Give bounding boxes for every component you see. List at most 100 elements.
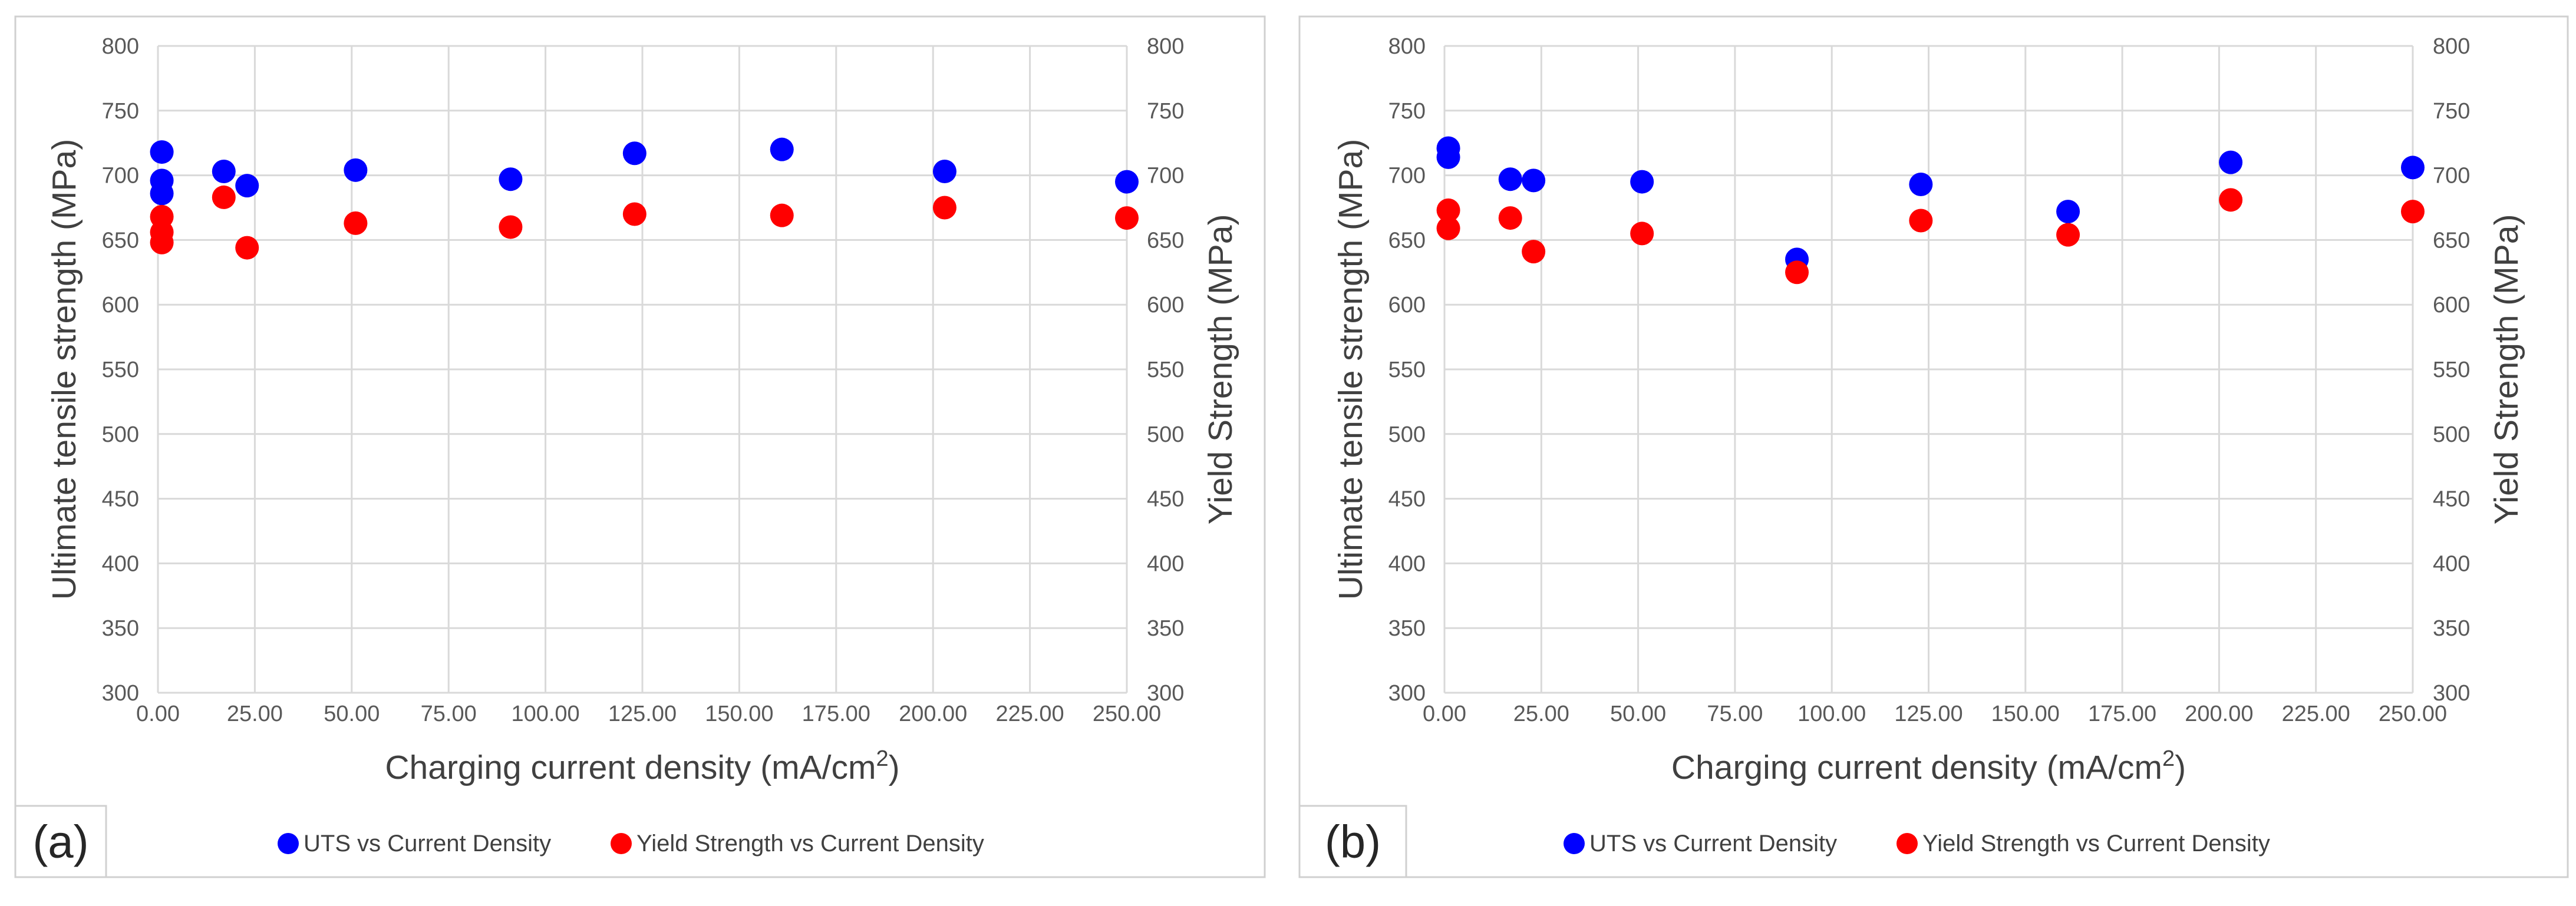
yield-strength-data-point bbox=[622, 202, 647, 226]
uts-data-point bbox=[1436, 145, 1460, 169]
x-tick-label: 250.00 bbox=[1093, 702, 1161, 726]
y-tick-label: 800 bbox=[102, 34, 139, 59]
y2-tick-label: 750 bbox=[1147, 99, 1184, 124]
y-tick-label: 500 bbox=[102, 422, 139, 447]
legend-label: Yield Strength vs Current Density bbox=[636, 831, 984, 857]
x-tick-label: 75.00 bbox=[421, 702, 477, 726]
uts-data-point bbox=[932, 160, 956, 184]
yield-strength-data-point bbox=[1436, 198, 1460, 222]
y2-tick-label: 450 bbox=[1147, 487, 1184, 512]
y2-tick-label: 550 bbox=[2433, 358, 2470, 382]
uts-data-point bbox=[212, 160, 236, 184]
y2-tick-label: 300 bbox=[2433, 681, 2470, 706]
x-tick-label: 225.00 bbox=[995, 702, 1064, 726]
legend-label: UTS vs Current Density bbox=[1589, 831, 1837, 857]
uts-data-point bbox=[344, 158, 368, 182]
series-yield-strength bbox=[1436, 188, 2425, 285]
y-tick-label: 300 bbox=[102, 681, 139, 706]
y-tick-label: 500 bbox=[1388, 422, 1426, 447]
yield-strength-data-point bbox=[150, 230, 174, 254]
x-tick-label: 200.00 bbox=[2185, 702, 2253, 726]
uts-data-point bbox=[770, 137, 794, 161]
yield-strength-data-point bbox=[1436, 216, 1460, 240]
x-tick-label: 200.00 bbox=[899, 702, 967, 726]
y2-tick-label: 650 bbox=[1147, 228, 1184, 253]
chart-frame bbox=[1298, 15, 2569, 878]
x-tick-label: 0.00 bbox=[136, 702, 180, 726]
legend-marker bbox=[278, 833, 299, 854]
legend-marker bbox=[1896, 833, 1918, 854]
uts-data-point bbox=[622, 141, 647, 166]
series-uts bbox=[150, 137, 1139, 206]
y2-axis-title: Yield Strength (MPa) bbox=[2488, 214, 2525, 525]
panel-label-box bbox=[14, 805, 107, 878]
y2-tick-label: 750 bbox=[2433, 99, 2470, 124]
y2-tick-label: 450 bbox=[2433, 487, 2470, 512]
yield-strength-data-point bbox=[1498, 206, 1522, 230]
yield-strength-data-point bbox=[1785, 260, 1809, 285]
uts-data-point bbox=[499, 167, 523, 191]
uts-data-point bbox=[2401, 156, 2425, 180]
uts-data-point bbox=[1630, 170, 1654, 194]
x-tick-label: 100.00 bbox=[511, 702, 579, 726]
x-tick-label: 25.00 bbox=[227, 702, 283, 726]
y2-tick-label: 500 bbox=[1147, 422, 1184, 447]
yield-strength-data-point bbox=[2401, 200, 2425, 224]
series-uts bbox=[1436, 136, 2425, 272]
y-axis-title: Ultimate tensile strength (MPa) bbox=[1332, 139, 1370, 600]
uts-data-point bbox=[1909, 172, 1933, 196]
y2-tick-label: 600 bbox=[1147, 293, 1184, 318]
y-tick-label: 800 bbox=[1388, 34, 1426, 59]
yield-strength-data-point bbox=[932, 196, 956, 220]
panel-label: (a) bbox=[32, 816, 88, 868]
y-tick-label: 450 bbox=[102, 487, 139, 512]
y2-tick-label: 700 bbox=[2433, 164, 2470, 189]
uts-data-point bbox=[1522, 168, 1546, 193]
yield-strength-data-point bbox=[2219, 188, 2243, 212]
yield-strength-data-point bbox=[1909, 209, 1933, 233]
y-tick-label: 650 bbox=[1388, 228, 1426, 253]
y2-axis-title: Yield Strength (MPa) bbox=[1202, 214, 1239, 525]
chart-panel-1: 0.00 25.00 50.00 75.00 100.00 125.00 150.00 175… bbox=[14, 15, 1266, 878]
yield-strength-data-point bbox=[2056, 223, 2080, 247]
y-tick-label: 350 bbox=[1388, 616, 1426, 641]
yield-strength-data-point bbox=[344, 211, 368, 235]
legend-marker bbox=[1564, 833, 1585, 854]
x-tick-label: 225.00 bbox=[2282, 702, 2350, 726]
series-yield-strength bbox=[150, 185, 1139, 260]
y2-tick-label: 650 bbox=[2433, 228, 2470, 253]
y2-tick-label: 350 bbox=[1147, 616, 1184, 641]
y2-tick-label: 800 bbox=[1147, 34, 1184, 59]
x-tick-label: 0.00 bbox=[1423, 702, 1466, 726]
x-tick-label: 50.00 bbox=[324, 702, 380, 726]
yield-strength-data-point bbox=[212, 185, 236, 209]
y2-tick-label: 700 bbox=[1147, 164, 1184, 189]
y-tick-label: 300 bbox=[1388, 681, 1426, 706]
y-tick-label: 400 bbox=[102, 551, 139, 576]
y-tick-label: 700 bbox=[102, 164, 139, 189]
uts-data-point bbox=[150, 181, 174, 206]
y-tick-label: 600 bbox=[102, 293, 139, 318]
y-tick-label: 600 bbox=[1388, 293, 1426, 318]
yield-strength-data-point bbox=[235, 236, 259, 260]
y2-tick-label: 600 bbox=[2433, 293, 2470, 318]
x-tick-label: 75.00 bbox=[1707, 702, 1763, 726]
y-tick-label: 650 bbox=[102, 228, 139, 253]
x-tick-label: 100.00 bbox=[1797, 702, 1866, 726]
legend-label: UTS vs Current Density bbox=[304, 831, 551, 857]
y-tick-label: 350 bbox=[102, 616, 139, 641]
x-tick-label: 50.00 bbox=[1610, 702, 1666, 726]
x-tick-label: 175.00 bbox=[802, 702, 870, 726]
x-axis-title: Charging current density (mA/cm2) bbox=[1671, 746, 2186, 786]
y2-tick-label: 800 bbox=[2433, 34, 2470, 59]
x-tick-label: 125.00 bbox=[1894, 702, 1962, 726]
y-tick-label: 450 bbox=[1388, 487, 1426, 512]
y2-tick-label: 300 bbox=[1147, 681, 1184, 706]
uts-data-point bbox=[2056, 200, 2080, 224]
y-tick-label: 550 bbox=[102, 358, 139, 382]
uts-data-point bbox=[1498, 167, 1522, 191]
y-axis-title: Ultimate tensile strength (MPa) bbox=[45, 139, 83, 600]
y-tick-label: 750 bbox=[102, 99, 139, 124]
x-tick-label: 150.00 bbox=[1991, 702, 2060, 726]
